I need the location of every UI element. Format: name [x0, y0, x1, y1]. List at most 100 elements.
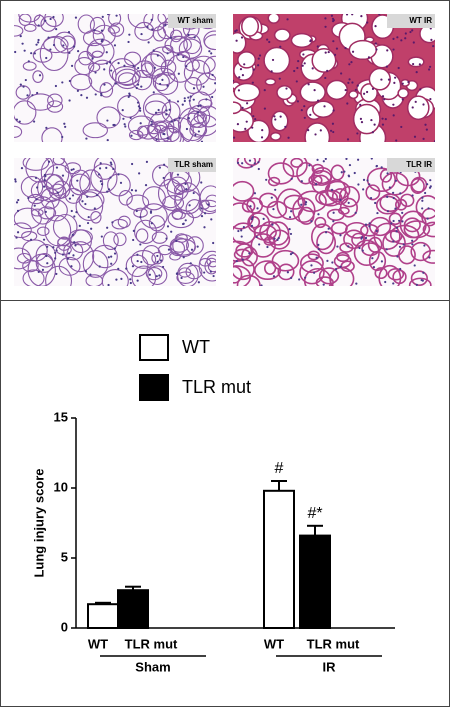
- nucleus: [84, 202, 87, 206]
- nucleus: [233, 79, 235, 82]
- alveolus: [40, 16, 57, 32]
- nucleus: [240, 235, 243, 238]
- nucleus: [210, 218, 213, 221]
- nucleus: [158, 166, 161, 169]
- alveolus: [78, 189, 105, 211]
- nucleus: [387, 78, 391, 81]
- nucleus: [310, 264, 313, 267]
- nucleus: [335, 47, 339, 50]
- nucleus: [161, 78, 164, 81]
- alveolus: [271, 249, 300, 272]
- alveolus: [44, 14, 64, 27]
- nucleus: [112, 123, 115, 127]
- alveolus: [82, 250, 109, 278]
- nucleus: [332, 40, 335, 43]
- nucleus: [153, 66, 156, 70]
- nucleus: [317, 213, 320, 216]
- nucleus: [288, 216, 292, 219]
- nucleus: [266, 245, 269, 249]
- y-tick-label: 10: [54, 479, 68, 494]
- alveolus: [397, 87, 410, 99]
- alveolus: [189, 114, 216, 137]
- alveolus: [99, 82, 114, 98]
- nucleus: [330, 188, 334, 191]
- nucleus: [157, 108, 160, 112]
- alveolus: [400, 193, 415, 208]
- alveolus: [134, 219, 157, 244]
- nucleus: [27, 60, 30, 63]
- alveolus: [290, 158, 304, 168]
- alveolus: [53, 31, 76, 54]
- nucleus: [19, 35, 22, 38]
- alveolus: [237, 51, 257, 69]
- nucleus: [14, 50, 17, 54]
- nucleus: [420, 278, 423, 282]
- nucleus: [332, 109, 335, 112]
- alveolus: [177, 262, 199, 286]
- alveolus: [135, 228, 149, 243]
- alveolus: [74, 57, 95, 76]
- nucleus: [400, 39, 403, 42]
- nucleus: [251, 81, 254, 84]
- alveolus: [20, 176, 44, 198]
- nucleus: [181, 222, 185, 226]
- nucleus: [93, 207, 96, 210]
- alveolus: [360, 223, 379, 237]
- nucleus: [333, 53, 337, 56]
- nucleus: [162, 176, 165, 180]
- nucleus: [76, 179, 79, 182]
- image-label: TLR IR: [406, 160, 432, 169]
- nucleus: [67, 30, 71, 34]
- nucleus: [386, 49, 389, 52]
- nucleus: [73, 215, 76, 218]
- alveolus: [236, 274, 261, 286]
- nucleus: [293, 69, 296, 73]
- alveolus: [203, 55, 216, 81]
- nucleus: [371, 87, 375, 90]
- legend-swatch: [139, 334, 169, 361]
- nucleus: [41, 268, 45, 271]
- alveolus: [331, 188, 349, 205]
- alveolus: [88, 59, 117, 94]
- nucleus: [188, 99, 191, 102]
- nucleus: [332, 220, 335, 223]
- alveolus: [35, 252, 54, 273]
- alveolus: [269, 131, 282, 141]
- nucleus: [44, 19, 47, 22]
- nucleus: [196, 111, 200, 114]
- nucleus: [366, 90, 369, 94]
- alveolus: [147, 120, 175, 140]
- nucleus: [358, 246, 361, 250]
- nucleus: [404, 32, 407, 35]
- nucleus: [124, 125, 127, 128]
- nucleus: [105, 51, 108, 54]
- nucleus: [209, 270, 212, 273]
- nucleus: [55, 166, 59, 169]
- nucleus: [322, 160, 325, 163]
- nucleus: [18, 120, 21, 123]
- nucleus: [250, 224, 254, 227]
- alveolus: [16, 252, 32, 264]
- nucleus: [392, 219, 395, 223]
- alveolus: [14, 222, 32, 239]
- nucleus: [33, 52, 36, 55]
- alveolus: [173, 184, 186, 196]
- nucleus: [34, 176, 38, 179]
- nucleus: [432, 45, 435, 48]
- nucleus: [16, 209, 20, 213]
- alveolus: [52, 213, 78, 240]
- nucleus: [183, 99, 186, 103]
- nucleus: [14, 180, 17, 183]
- alveolus: [152, 164, 172, 187]
- nucleus: [356, 84, 359, 87]
- nucleus: [94, 71, 97, 74]
- nucleus: [273, 115, 276, 118]
- nucleus: [351, 14, 354, 16]
- nucleus: [137, 105, 141, 108]
- nucleus: [190, 248, 194, 251]
- alveolus: [47, 93, 63, 108]
- nucleus: [105, 166, 108, 169]
- alveolus: [144, 50, 167, 77]
- nucleus: [135, 86, 138, 90]
- nucleus: [95, 194, 99, 197]
